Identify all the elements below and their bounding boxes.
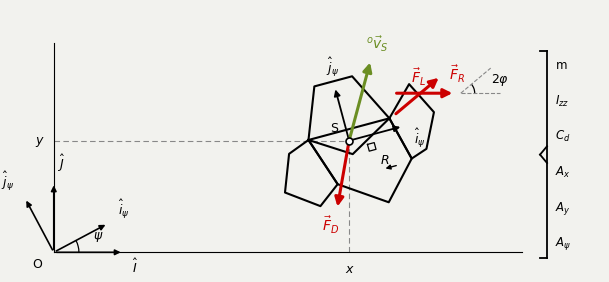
Text: $\hat{i}_\psi$: $\hat{i}_\psi$: [118, 198, 130, 221]
Text: $I_{zz}$: $I_{zz}$: [555, 93, 569, 109]
Text: $\hat{J}$: $\hat{J}$: [57, 153, 65, 174]
Text: $2\varphi$: $2\varphi$: [491, 72, 510, 88]
Text: y: y: [35, 134, 43, 147]
Text: x: x: [345, 263, 353, 276]
Text: $\psi$: $\psi$: [93, 230, 104, 244]
Text: $A_\psi$: $A_\psi$: [555, 235, 572, 252]
Text: R: R: [381, 154, 389, 167]
Text: $\vec{F}_R$: $\vec{F}_R$: [449, 64, 465, 85]
Text: $A_x$: $A_x$: [555, 165, 571, 180]
Text: m: m: [555, 59, 567, 72]
Text: $\hat{j}_\psi$: $\hat{j}_\psi$: [1, 170, 14, 193]
Text: $\hat{I}$: $\hat{I}$: [132, 258, 138, 276]
Text: S: S: [330, 122, 338, 135]
Text: $\hat{i}_\psi$: $\hat{i}_\psi$: [414, 127, 426, 150]
Text: $\hat{j}_\psi$: $\hat{j}_\psi$: [326, 56, 339, 79]
Text: O: O: [33, 258, 43, 271]
Text: $C_d$: $C_d$: [555, 129, 571, 144]
Text: $A_y$: $A_y$: [555, 200, 571, 217]
Text: $\vec{F}_L$: $\vec{F}_L$: [412, 67, 426, 88]
Text: $\vec{F}_D$: $\vec{F}_D$: [322, 215, 340, 236]
Text: $^o\vec{v}_S$: $^o\vec{v}_S$: [367, 35, 389, 54]
